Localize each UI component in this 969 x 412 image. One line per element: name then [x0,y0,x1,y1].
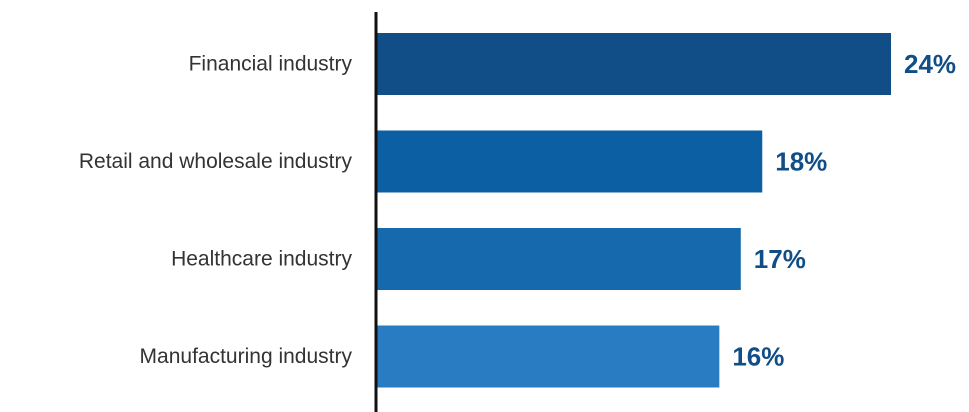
value-labels: 24% 18% 17% 16% [732,49,956,372]
bar-retail-and-wholesale-industry [376,130,763,193]
bar-financial-industry [376,33,891,95]
bar-manufacturing-industry [376,325,720,388]
category-label-financial-industry: Financial industry [189,53,353,76]
value-label-manufacturing-industry: 16% [732,342,784,372]
category-labels: Financial industry Retail and wholesale i… [79,53,353,369]
value-label-healthcare-industry: 17% [754,244,806,274]
value-label-financial-industry: 24% [904,49,956,79]
bars-layer [376,33,891,388]
bar-healthcare-industry [376,228,741,290]
category-label-manufacturing-industry: Manufacturing industry [140,345,353,368]
value-label-retail-and-wholesale-industry: 18% [775,147,827,177]
category-label-healthcare-industry: Healthcare industry [171,248,352,271]
category-label-retail-and-wholesale-industry: Retail and wholesale industry [79,150,353,173]
